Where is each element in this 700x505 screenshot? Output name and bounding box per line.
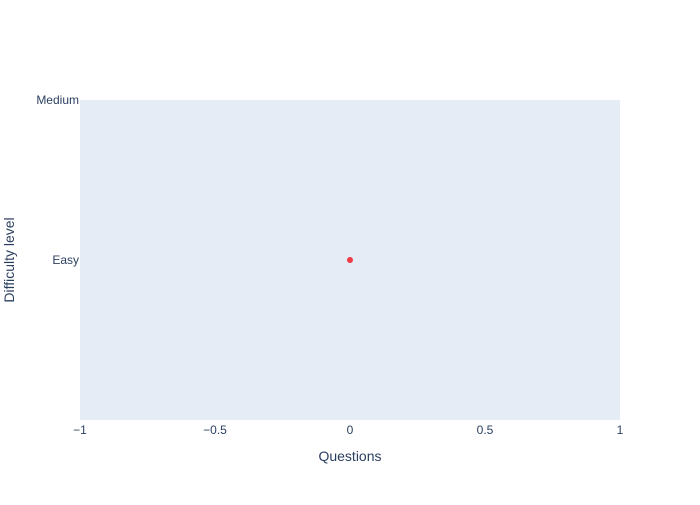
y-tick-label: Medium bbox=[36, 93, 79, 107]
data-point bbox=[347, 257, 353, 263]
x-tick-label: 1 bbox=[617, 423, 624, 437]
y-axis-ticks: Easy Medium bbox=[36, 93, 79, 267]
x-tick-label: 0 bbox=[347, 423, 354, 437]
y-axis-title: Difficulty level bbox=[1, 217, 17, 302]
data-points bbox=[347, 257, 353, 263]
x-tick-label: 0.5 bbox=[477, 423, 494, 437]
x-axis-title: Questions bbox=[318, 448, 381, 464]
x-axis-ticks: −1 −0.5 0 0.5 1 bbox=[73, 423, 624, 437]
y-tick-label: Easy bbox=[52, 253, 79, 267]
x-tick-label: −0.5 bbox=[203, 423, 227, 437]
x-tick-label: −1 bbox=[73, 423, 87, 437]
